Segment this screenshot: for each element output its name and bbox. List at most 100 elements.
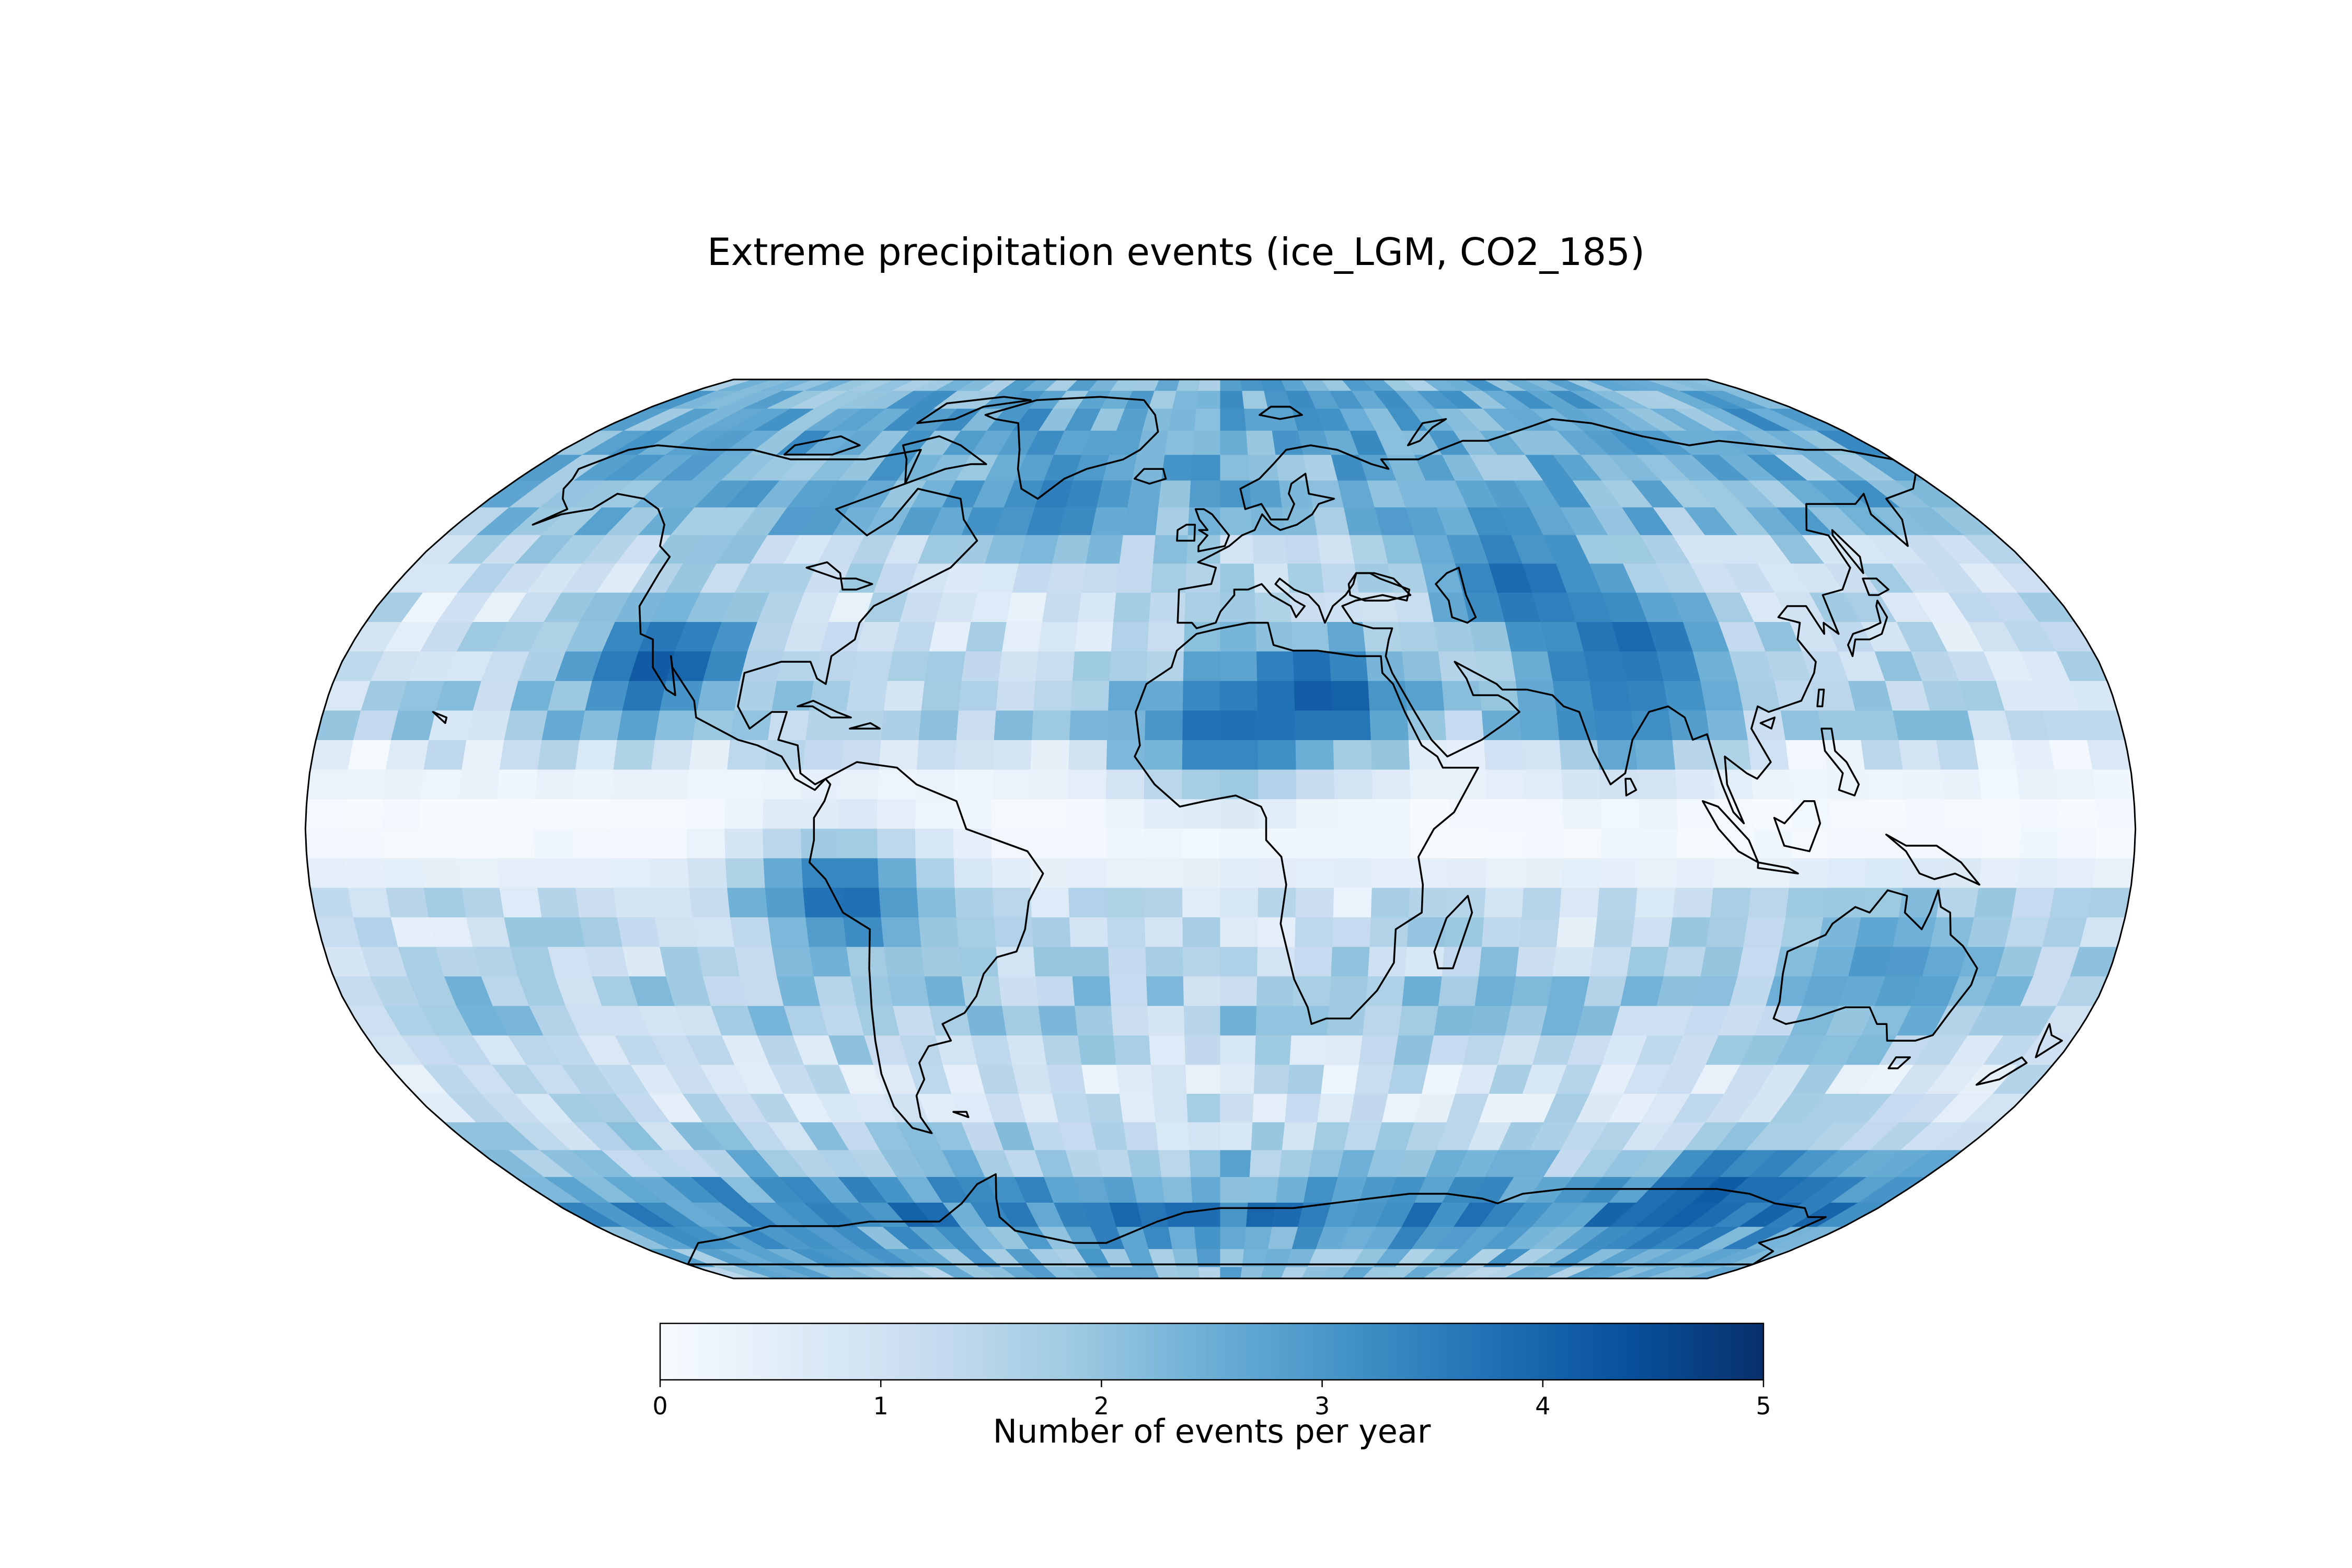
grid-cell [996, 680, 1036, 711]
grid-cell [994, 710, 1034, 741]
grid-cell [1594, 916, 1636, 947]
grid-cell [353, 710, 399, 741]
grid-cell [1182, 680, 1221, 711]
grid-cell [1243, 408, 1273, 431]
grid-cell [848, 379, 896, 391]
grid-cell [1589, 946, 1632, 977]
grid-cell [727, 887, 769, 918]
grid-cell [915, 857, 955, 888]
grid-cell [1562, 798, 1602, 829]
grid-cell [584, 946, 630, 977]
grid-cell [768, 710, 810, 741]
grid-cell [510, 680, 556, 711]
grid-cell [1255, 621, 1294, 652]
grid-cell [1780, 710, 1824, 741]
grid-cell [1220, 379, 1243, 391]
grid-cell [1052, 534, 1092, 564]
grid-cell [991, 798, 1031, 829]
grid-cell [1774, 946, 1819, 977]
grid-cell [839, 857, 880, 888]
grid-cell [1547, 975, 1590, 1006]
grid-cell [1033, 680, 1073, 711]
grid-cell [1068, 857, 1107, 888]
grid-cell [1246, 1202, 1276, 1227]
grid-cell [382, 857, 424, 888]
grid-cell [1137, 430, 1169, 455]
grid-cell [883, 946, 925, 977]
grid-cell [2049, 887, 2093, 918]
grid-cell [1149, 1034, 1186, 1065]
grid-cell [730, 710, 773, 741]
grid-cell [1404, 946, 1445, 977]
grid-cell [1220, 408, 1247, 431]
grid-cell [622, 680, 667, 711]
grid-cell [1220, 621, 1258, 652]
grid-cell [2054, 857, 2096, 888]
grid-cell [1158, 480, 1192, 508]
grid-cell [1109, 651, 1148, 681]
grid-cell [1700, 680, 1744, 711]
grid-cell [965, 1005, 1007, 1036]
grid-cell [1105, 857, 1145, 888]
grid-cell [1631, 710, 1673, 741]
grid-cell [510, 946, 556, 977]
grid-cell [575, 739, 618, 770]
grid-cell [1088, 379, 1120, 391]
grid-cell [877, 798, 917, 829]
grid-cell [353, 916, 399, 947]
grid-cell [611, 769, 652, 800]
grid-cell [1974, 739, 2017, 770]
grid-cell [1410, 828, 1450, 859]
grid-cell [660, 680, 704, 711]
grid-cell [1030, 887, 1070, 918]
grid-cell [1168, 1226, 1197, 1249]
grid-cell [892, 1005, 936, 1036]
map-title: Extreme precipitation events (ice_LGM, C… [707, 230, 1645, 274]
grid-cell [1410, 798, 1450, 829]
grid-cell [1556, 916, 1598, 947]
grid-cell [2019, 828, 2060, 859]
grid-cell [1321, 1064, 1360, 1094]
grid-cell [1220, 887, 1259, 918]
grid-cell [1371, 857, 1411, 888]
grid-cell [1187, 1122, 1221, 1150]
grid-cell [383, 769, 424, 800]
grid-cell [692, 916, 735, 947]
grid-cell [954, 739, 995, 770]
grid-cell [419, 798, 460, 829]
grid-cell [1220, 651, 1258, 681]
grid-cell [1675, 769, 1716, 800]
grid-cell [1147, 1005, 1185, 1036]
grid-cell [1220, 769, 1259, 800]
grid-cell [1753, 828, 1793, 859]
grid-cell [1388, 1064, 1429, 1094]
grid-cell [1785, 739, 1828, 770]
grid-cell [1068, 769, 1107, 800]
grid-cell [1626, 379, 1680, 391]
grid-cell [1001, 1005, 1043, 1036]
grid-cell [1485, 769, 1526, 800]
grid-cell [1113, 1034, 1151, 1065]
grid-cell [1519, 916, 1560, 947]
grid-cell [1244, 1226, 1273, 1249]
grid-cell [1365, 975, 1406, 1006]
grid-cell [2087, 887, 2131, 918]
grid-cell [1402, 975, 1443, 1006]
grid-cell [1194, 1226, 1221, 1249]
grid-cell [1905, 828, 1945, 859]
coastline-new-zealand-n [2035, 1023, 2063, 1058]
grid-cell [1519, 710, 1560, 741]
grid-cell [877, 828, 916, 859]
grid-cell [1069, 916, 1109, 947]
grid-cell [1334, 828, 1374, 859]
grid-cell [887, 975, 930, 1006]
colorbar-tick-label: 5 [1756, 1392, 1771, 1420]
grid-cell [1031, 710, 1071, 741]
grid-cell [1484, 887, 1525, 918]
grid-cell [1296, 769, 1335, 800]
grid-cell [1469, 1005, 1512, 1036]
grid-cell [1584, 975, 1628, 1006]
grid-cell [1220, 1202, 1249, 1227]
grid-cell [1637, 857, 1678, 888]
grid-cell [1672, 739, 1714, 770]
